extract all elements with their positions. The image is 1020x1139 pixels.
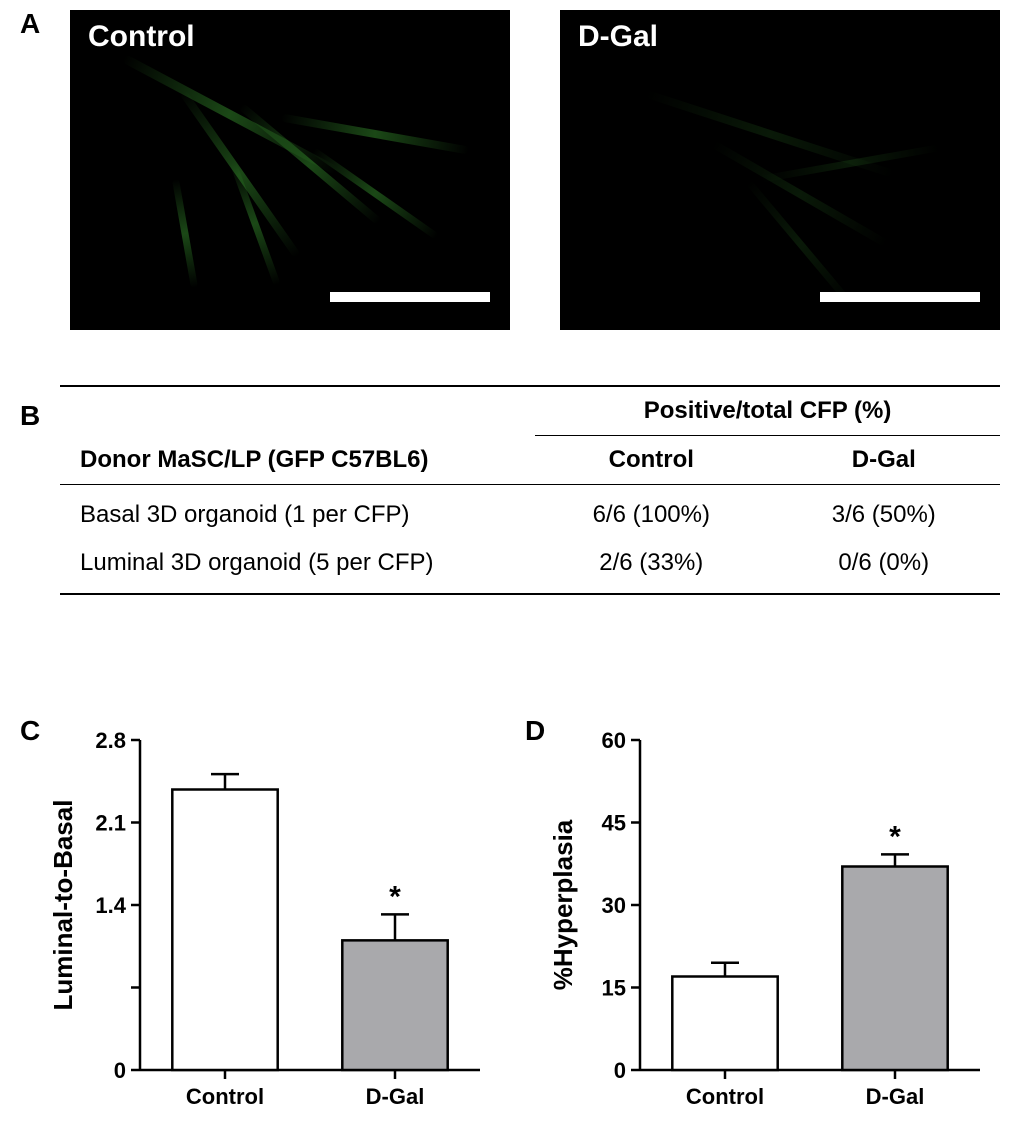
- svg-text:45: 45: [602, 811, 626, 836]
- table-header-span: Positive/total CFP (%): [535, 386, 1000, 436]
- svg-text:0: 0: [114, 1058, 126, 1083]
- micrograph-dgal-label: D-Gal: [578, 20, 658, 54]
- svg-text:Luminal-to-Basal: Luminal-to-Basal: [48, 800, 78, 1011]
- svg-text:D-Gal: D-Gal: [366, 1084, 425, 1109]
- panel-a: Control D-Gal: [20, 10, 1000, 340]
- panel-b: Positive/total CFP (%) Donor MaSC/LP (GF…: [20, 385, 1000, 595]
- cfp-table: Positive/total CFP (%) Donor MaSC/LP (GF…: [60, 385, 1000, 595]
- svg-text:Control: Control: [186, 1084, 264, 1109]
- panel-c-label: C: [20, 715, 40, 747]
- table-row2-control: 2/6 (33%): [535, 539, 767, 594]
- table-row1-dgal: 3/6 (50%): [768, 485, 1000, 540]
- svg-text:1.4: 1.4: [95, 893, 126, 918]
- svg-text:30: 30: [602, 893, 626, 918]
- table-col-control: Control: [535, 436, 767, 485]
- branch: [711, 141, 888, 248]
- micrograph-control: Control: [70, 10, 510, 330]
- chart-hyperplasia: 0 15 30 45 60 %Hyperplasia Control D-Gal *: [540, 720, 1000, 1130]
- branch: [761, 144, 939, 182]
- table-row1-control: 6/6 (100%): [535, 485, 767, 540]
- table-col-dgal: D-Gal: [768, 436, 1000, 485]
- chart-luminal-to-basal: 0 1.4 2.1 2.8 Luminal-to-Basal Control D-Gal *: [40, 720, 500, 1130]
- branch: [281, 114, 470, 155]
- svg-text:Control: Control: [686, 1084, 764, 1109]
- scalebar: [330, 292, 490, 302]
- svg-text:2.8: 2.8: [95, 728, 126, 753]
- svg-text:*: *: [889, 820, 901, 853]
- micrograph-control-label: Control: [88, 20, 195, 54]
- svg-text:*: *: [389, 880, 401, 913]
- scalebar: [820, 292, 980, 302]
- branch: [312, 148, 439, 240]
- micrograph-dgal: D-Gal: [560, 10, 1000, 330]
- svg-text:0: 0: [614, 1058, 626, 1083]
- table-row-header: Donor MaSC/LP (GFP C57BL6): [60, 436, 535, 485]
- table-row2-label: Luminal 3D organoid (5 per CFP): [60, 539, 535, 594]
- table-row2-dgal: 0/6 (0%): [768, 539, 1000, 594]
- table-row1-label: Basal 3D organoid (1 per CFP): [60, 485, 535, 540]
- branch: [172, 179, 198, 289]
- svg-text:15: 15: [602, 976, 626, 1001]
- svg-text:%Hyperplasia: %Hyperplasia: [548, 819, 578, 990]
- svg-text:60: 60: [602, 728, 626, 753]
- svg-text:D-Gal: D-Gal: [866, 1084, 925, 1109]
- svg-text:2.1: 2.1: [95, 811, 126, 836]
